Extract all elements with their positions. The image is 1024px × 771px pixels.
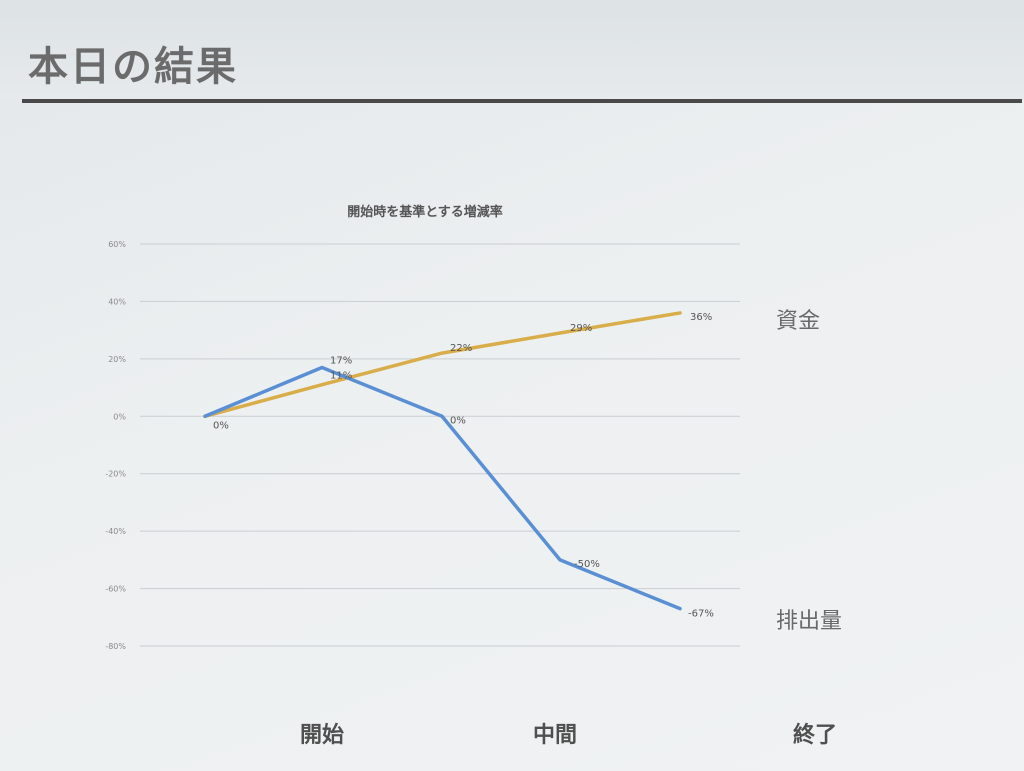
x-categories: 開始 中間 終了 [300, 722, 837, 748]
data-labels: 0% 11% 22% 29% 36% 17% 0% -50% -67% [213, 312, 714, 620]
series-line [203, 311, 682, 419]
series-name-label: 排出量 [776, 609, 842, 634]
y-tick-label: 40% [108, 297, 126, 306]
data-label: -50% [574, 559, 600, 570]
data-label: -67% [688, 609, 714, 620]
y-tick-label: -80% [105, 642, 126, 651]
x-category-label: 終了 [793, 722, 837, 748]
data-label: 0% [213, 420, 229, 431]
series-name-label: 資金 [776, 309, 820, 334]
y-tick-label: -20% [105, 470, 126, 479]
y-tick-label: 20% [108, 355, 126, 364]
data-label: 29% [570, 323, 592, 334]
data-label: 17% [330, 355, 352, 366]
y-tick-label: 0% [113, 412, 126, 421]
series-line [203, 365, 682, 611]
y-tick-label: -60% [105, 585, 126, 594]
data-label: 22% [450, 343, 472, 354]
x-category-label: 中間 [533, 723, 577, 748]
gridlines [140, 243, 740, 647]
series-lines [203, 311, 682, 611]
title-bar [0, 0, 1024, 100]
slide-title: 本日の結果 [28, 44, 238, 90]
data-label: 11% [330, 371, 352, 382]
title-rule [22, 99, 1022, 103]
chart-title: 開始時を基準とする増減率 [347, 204, 503, 220]
data-label: 36% [690, 312, 712, 323]
x-category-label: 開始 [300, 722, 344, 748]
data-label: 0% [450, 415, 466, 426]
y-axis: 60% 40% 20% 0% -20% -40% -60% -80% [105, 240, 126, 651]
y-tick-label: 60% [108, 240, 126, 249]
y-tick-label: -40% [105, 527, 126, 536]
